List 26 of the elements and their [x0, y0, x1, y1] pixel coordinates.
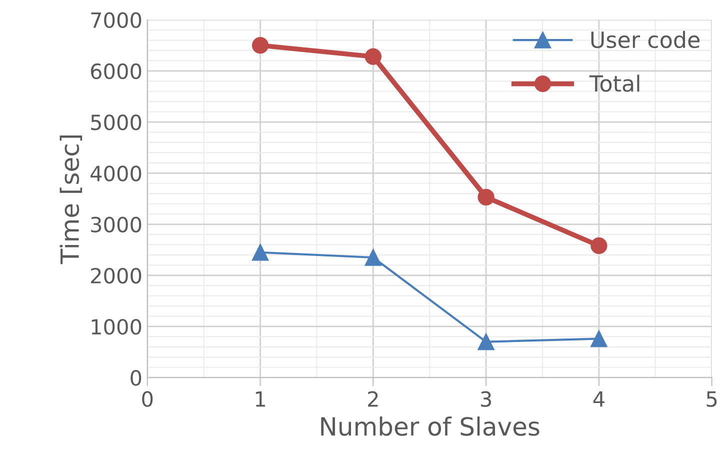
x-tick-label: 2: [368, 391, 378, 407]
point: [364, 48, 382, 65]
y-tick-label: 1000: [92, 318, 142, 335]
y-tick-label: 0: [130, 370, 142, 386]
point: [478, 188, 494, 206]
y-axis-title: Time [sec]: [60, 135, 82, 264]
point: [252, 37, 269, 54]
y-tick-label: 5000: [91, 114, 142, 130]
point: [590, 330, 608, 348]
point: [590, 237, 608, 254]
legend-label: Total: [589, 74, 640, 92]
y-tick-label: 3000: [91, 216, 142, 232]
x-tick-label: 3: [481, 391, 491, 407]
point: [364, 249, 382, 266]
point: [252, 244, 269, 261]
x-axis-title: Number of Slaves: [321, 416, 540, 436]
x-tick-label: 1: [256, 391, 265, 407]
y-tick-label: 2000: [91, 268, 142, 284]
y-tick-label: 6000: [90, 63, 142, 80]
y-tick-label: 4000: [90, 166, 142, 182]
legend-label: User code: [591, 30, 700, 48]
x-tick-label: 0: [142, 391, 153, 407]
point: [478, 333, 494, 350]
y-tick-label: 7000: [91, 12, 142, 28]
x-tick-label: 4: [593, 391, 604, 407]
x-tick-label: 5: [706, 391, 717, 407]
